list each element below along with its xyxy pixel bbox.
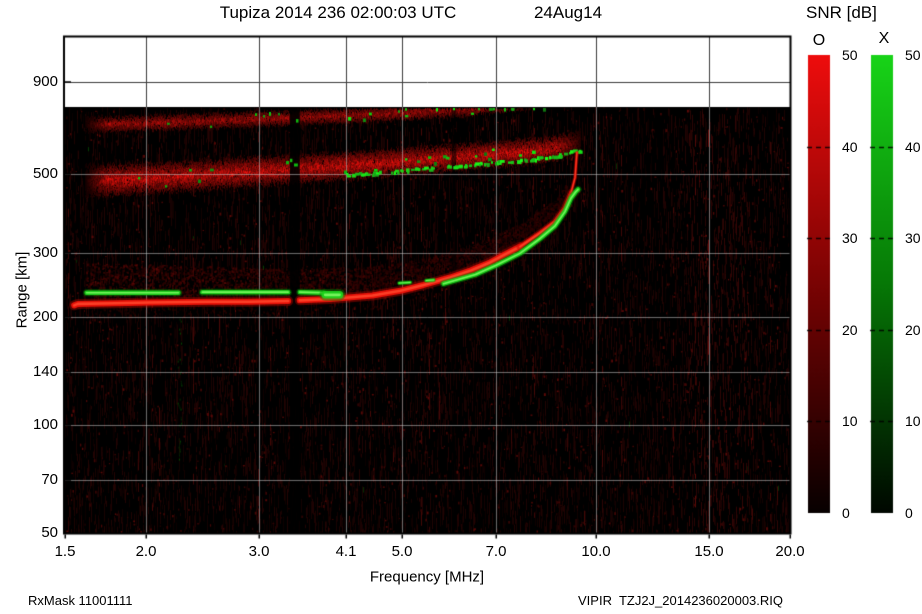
x-tick-label: 3.0 [248, 543, 270, 560]
filename-label: VIPIR TZJ2J_2014236020003.RIQ [578, 593, 783, 608]
y-tick-label: 900 [32, 73, 58, 90]
y-tick-label: 100 [32, 416, 58, 433]
o-colorbar-tick-label: 40 [842, 139, 858, 155]
o-colorbar-tick-label: 20 [842, 322, 858, 338]
o-mode-label: O [812, 32, 826, 49]
x-tick-label: 5.0 [391, 543, 413, 560]
o-colorbar-tick-label: 50 [842, 47, 858, 63]
snr-colorbar-title: SNR [dB] [806, 3, 877, 22]
x-colorbar-tick-label: 20 [905, 322, 921, 338]
o-colorbar-tick-label: 0 [842, 505, 850, 521]
y-tick-label: 70 [41, 471, 58, 488]
o-colorbar-tick-label: 30 [842, 230, 858, 246]
x-tick-label: 1.5 [54, 543, 76, 560]
x-tick-label: 15.0 [694, 543, 724, 560]
date-label: 24Aug14 [533, 3, 603, 22]
x-mode-label: X [878, 30, 890, 47]
x-tick-label: 10.0 [581, 543, 611, 560]
x-tick-label: 7.0 [485, 543, 507, 560]
o-colorbar-tick-label: 10 [842, 413, 858, 429]
x-tick-label: 20.0 [775, 543, 805, 560]
rxmask-label: RxMask 11001111 [28, 593, 133, 608]
x-colorbar-tick-label: 30 [905, 230, 921, 246]
x-colorbar-tick-label: 40 [905, 139, 921, 155]
x-colorbar-tick-label: 0 [905, 505, 913, 521]
page-title: Tupiza 2014 236 02:00:03 UTC [219, 3, 457, 22]
x-colorbar-tick-label: 50 [905, 47, 921, 63]
y-axis-title: Range [km] [13, 251, 31, 329]
y-tick-label: 500 [32, 165, 58, 182]
x-colorbar-tick-label: 10 [905, 413, 921, 429]
x-tick-label: 2.0 [135, 543, 157, 560]
y-tick-label: 300 [32, 244, 58, 261]
x-axis-title: Frequency [MHz] [369, 568, 485, 586]
y-tick-label: 200 [32, 308, 58, 325]
y-tick-label: 50 [41, 524, 58, 541]
x-tick-label: 4.1 [335, 543, 357, 560]
y-tick-label: 140 [32, 363, 58, 380]
